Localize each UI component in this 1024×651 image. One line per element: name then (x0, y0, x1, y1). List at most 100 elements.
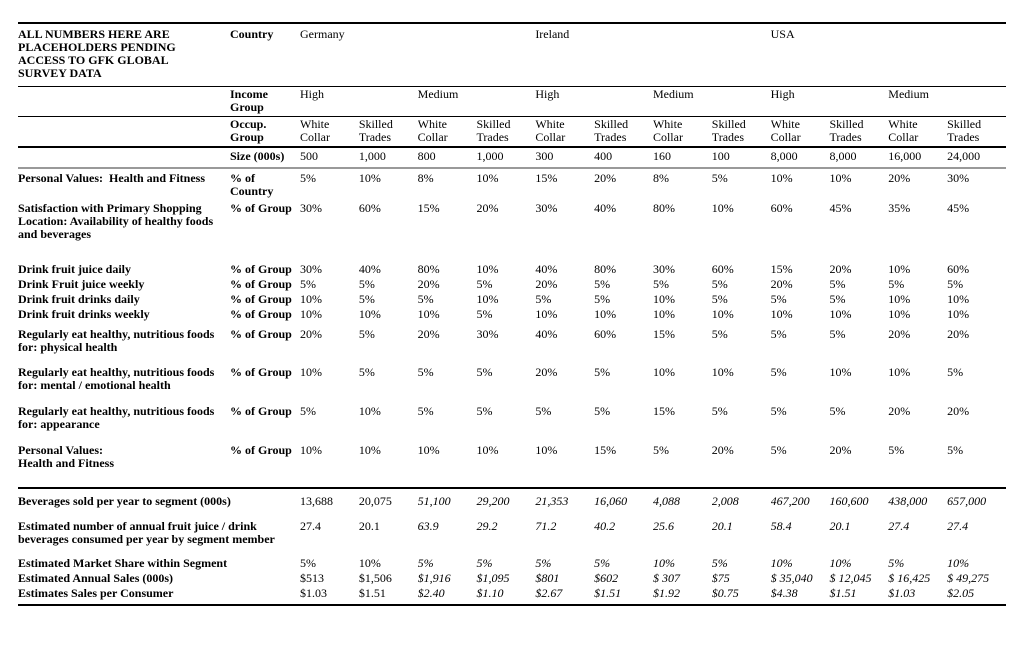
metric-measure: % of Group (230, 327, 292, 341)
metric-value: 30% (476, 327, 499, 341)
metric-value: 60% (770, 201, 793, 215)
metric-value: 20% (535, 365, 558, 379)
metric-value: 5% (476, 307, 493, 321)
segment-size-value: 16,000 (888, 147, 948, 169)
occup-group-name: White Collar (300, 116, 359, 148)
metric-row: Personal Values: Health and Fitness % of … (18, 168, 1006, 201)
metric-value: 80% (652, 201, 675, 215)
metric-value: 15% (770, 262, 793, 276)
metric-value: 60% (358, 201, 381, 215)
country-name: USA (770, 23, 1006, 87)
metric-value: 10% (888, 365, 911, 379)
metric-measure: % of Group (230, 201, 292, 215)
spacer-cell (18, 86, 230, 117)
metric-value: 10% (770, 307, 793, 321)
metric-value: 20% (711, 443, 771, 489)
header-row-occupation: Occup. Group White Collar Skilled Trades Wh… (18, 116, 1006, 148)
metric-value: 8% (652, 171, 669, 185)
metric-value: 5% (594, 365, 611, 379)
segment-size-value: 300 (535, 147, 595, 169)
summary-value: 27.4 (888, 519, 910, 533)
summary-value: 10% (829, 556, 852, 570)
occup-group-name: White Collar (535, 116, 595, 148)
summary-value: $2.40 (417, 586, 477, 606)
summary-value: 10% (770, 556, 793, 570)
summary-value: $513 (300, 571, 324, 585)
metric-label: Personal Values: Health and Fitness (18, 171, 206, 185)
metric-value: 5% (770, 404, 787, 418)
metric-value: 20% (888, 404, 911, 418)
metric-value: 10% (300, 292, 322, 306)
income-group-name: Medium (417, 86, 536, 117)
metric-label: Regularly eat healthy, nutritious foods … (18, 365, 218, 392)
summary-value: 20.1 (829, 519, 851, 533)
income-group-name: Medium (888, 86, 1006, 117)
metric-label: Regularly eat healthy, nutritious foods … (18, 404, 218, 431)
metric-value: 10% (652, 307, 675, 321)
metric-row: Drink Fruit juice weekly % of Group 5% 5% 20… (18, 277, 1006, 292)
metric-value: 10% (888, 307, 911, 321)
summary-label: Beverages sold per year to segment (000s… (18, 494, 231, 508)
metric-value: 80% (594, 262, 617, 276)
summary-value: $75 (711, 571, 730, 585)
summary-value: 27.4 (300, 519, 321, 533)
segment-size-value: 160 (652, 147, 712, 169)
metric-value: 10% (358, 404, 381, 418)
country-name: Ireland (535, 23, 771, 87)
metric-measure: % of Group (230, 404, 292, 418)
metric-value: 40% (535, 262, 558, 276)
metric-label: Regularly eat healthy, nutritious foods … (18, 327, 218, 354)
summary-value: $1.51 (829, 586, 889, 606)
header-row-income: Income Group High Medium High Medium High Medi… (18, 86, 1006, 117)
metric-value: 5% (300, 404, 316, 418)
summary-value: $4.38 (770, 586, 830, 606)
metric-value: 15% (652, 327, 675, 341)
summary-label: Estimated Annual Sales (000s) (18, 571, 174, 585)
metric-value: 5% (652, 277, 669, 291)
metric-value: 5% (770, 365, 787, 379)
occup-group-name: Skilled Trades (358, 116, 418, 148)
metric-value: 10% (535, 443, 595, 489)
metric-value: 5% (652, 443, 712, 489)
metric-value: 10% (594, 307, 617, 321)
metric-value: 20% (829, 262, 852, 276)
summary-value: 10% (358, 556, 381, 570)
summary-value: 4,088 (652, 494, 680, 508)
metric-value: 5% (829, 277, 846, 291)
metric-value: 5% (888, 443, 948, 489)
segment-size-value: 100 (711, 147, 771, 169)
metric-value: 20% (417, 277, 440, 291)
metric-measure: % of Group (230, 365, 292, 379)
metric-value: 5% (947, 443, 1006, 489)
metric-value: 10% (358, 307, 381, 321)
metric-measure: % of Group (230, 292, 292, 306)
metric-value: 10% (300, 443, 359, 489)
metric-value: 10% (888, 262, 911, 276)
summary-value: $ 35,040 (770, 571, 813, 585)
summary-value: $ 12,045 (829, 571, 872, 585)
segment-size-value: 500 (300, 147, 359, 169)
summary-value: 160,600 (829, 494, 869, 508)
metric-value: 20% (888, 171, 911, 185)
metric-value: 40% (535, 327, 558, 341)
occup-group-name: Skilled Trades (829, 116, 889, 148)
summary-value: $1,095 (476, 571, 510, 585)
metric-value: 20% (947, 327, 970, 341)
summary-value: $1.03 (300, 586, 359, 606)
summary-value: $2.05 (947, 586, 1006, 606)
metric-value: 8% (417, 171, 434, 185)
summary-value: 10% (947, 556, 970, 570)
metric-row: Regularly eat healthy, nutritious foods … (18, 327, 1006, 365)
summary-value: 25.6 (652, 519, 674, 533)
occup-header-label: Occup. Group (230, 116, 300, 148)
placeholder-note: ALL NUMBERS HERE ARE PLACEHOLDERS PENDIN… (18, 23, 230, 87)
metric-value: 40% (594, 201, 617, 215)
metric-value: 20% (829, 443, 889, 489)
metric-value: 10% (947, 292, 970, 306)
metric-value: 5% (535, 404, 552, 418)
segment-placeholder-table: ALL NUMBERS HERE ARE PLACEHOLDERS PENDIN… (18, 22, 1006, 606)
summary-value: 20.1 (358, 519, 380, 533)
summary-value: $1.92 (652, 586, 712, 606)
metric-value: 10% (300, 365, 322, 379)
metric-row: Drink fruit drinks daily % of Group 10% 5% 5… (18, 292, 1006, 307)
